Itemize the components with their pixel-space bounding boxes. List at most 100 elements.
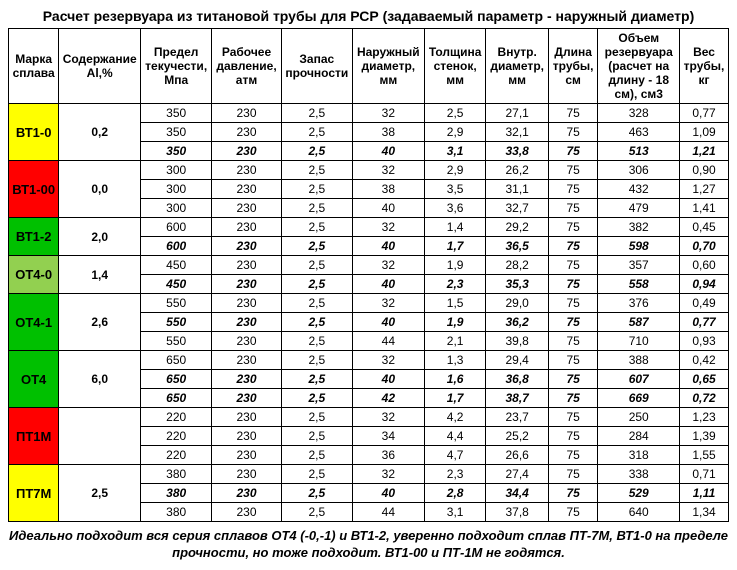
value-cell: 230 <box>212 161 282 180</box>
alloy-cell: ОТ4-0 <box>9 256 59 294</box>
value-cell: 28,2 <box>486 256 548 275</box>
value-cell: 40 <box>352 237 424 256</box>
footer-note: Идеально подходит вся серия сплавов ОТ4 … <box>8 528 729 562</box>
value-cell: 75 <box>548 465 597 484</box>
value-cell: 318 <box>598 446 680 465</box>
value-cell: 710 <box>598 332 680 351</box>
value-cell: 650 <box>141 370 212 389</box>
table-row: ВТ1-00,23502302,5322,527,1753280,77 <box>9 104 729 123</box>
value-cell: 1,4 <box>424 218 486 237</box>
value-cell: 42 <box>352 389 424 408</box>
value-cell: 230 <box>212 142 282 161</box>
al-content-cell: 2,5 <box>59 465 141 522</box>
value-cell: 388 <box>598 351 680 370</box>
value-cell: 380 <box>141 484 212 503</box>
value-cell: 36,2 <box>486 313 548 332</box>
value-cell: 32 <box>352 218 424 237</box>
value-cell: 450 <box>141 275 212 294</box>
value-cell: 26,6 <box>486 446 548 465</box>
value-cell: 40 <box>352 142 424 161</box>
value-cell: 33,8 <box>486 142 548 161</box>
value-cell: 32 <box>352 351 424 370</box>
value-cell: 2,5 <box>281 332 352 351</box>
value-cell: 558 <box>598 275 680 294</box>
value-cell: 380 <box>141 465 212 484</box>
page-title: Расчет резервуара из титановой трубы для… <box>8 8 729 24</box>
value-cell: 300 <box>141 180 212 199</box>
value-cell: 2,5 <box>281 351 352 370</box>
value-cell: 2,5 <box>281 465 352 484</box>
col-header: Наружный диаметр, мм <box>352 29 424 104</box>
al-content-cell: 6,0 <box>59 351 141 408</box>
value-cell: 607 <box>598 370 680 389</box>
value-cell: 44 <box>352 332 424 351</box>
value-cell: 29,0 <box>486 294 548 313</box>
value-cell: 27,4 <box>486 465 548 484</box>
value-cell: 230 <box>212 180 282 199</box>
value-cell: 669 <box>598 389 680 408</box>
value-cell: 230 <box>212 275 282 294</box>
value-cell: 38 <box>352 180 424 199</box>
value-cell: 2,5 <box>281 408 352 427</box>
value-cell: 1,21 <box>680 142 729 161</box>
value-cell: 34,4 <box>486 484 548 503</box>
value-cell: 1,55 <box>680 446 729 465</box>
value-cell: 4,7 <box>424 446 486 465</box>
value-cell: 2,3 <box>424 275 486 294</box>
value-cell: 29,2 <box>486 218 548 237</box>
table-row: ПТ1М2202302,5324,223,7752501,23 <box>9 408 729 427</box>
value-cell: 350 <box>141 104 212 123</box>
value-cell: 230 <box>212 218 282 237</box>
value-cell: 1,7 <box>424 389 486 408</box>
value-cell: 1,9 <box>424 256 486 275</box>
value-cell: 2,5 <box>281 313 352 332</box>
value-cell: 230 <box>212 199 282 218</box>
value-cell: 4,4 <box>424 427 486 446</box>
value-cell: 2,5 <box>281 370 352 389</box>
value-cell: 230 <box>212 389 282 408</box>
value-cell: 587 <box>598 313 680 332</box>
value-cell: 220 <box>141 446 212 465</box>
col-header: Объем резервуара (расчет на длину - 18 с… <box>598 29 680 104</box>
value-cell: 300 <box>141 199 212 218</box>
value-cell: 3,1 <box>424 503 486 522</box>
value-cell: 75 <box>548 218 597 237</box>
value-cell: 3,1 <box>424 142 486 161</box>
value-cell: 600 <box>141 237 212 256</box>
value-cell: 75 <box>548 275 597 294</box>
value-cell: 3,5 <box>424 180 486 199</box>
value-cell: 36,5 <box>486 237 548 256</box>
value-cell: 380 <box>141 503 212 522</box>
value-cell: 2,5 <box>281 503 352 522</box>
value-cell: 29,4 <box>486 351 548 370</box>
value-cell: 75 <box>548 408 597 427</box>
value-cell: 2,1 <box>424 332 486 351</box>
value-cell: 230 <box>212 484 282 503</box>
value-cell: 230 <box>212 313 282 332</box>
value-cell: 350 <box>141 123 212 142</box>
value-cell: 0,71 <box>680 465 729 484</box>
value-cell: 550 <box>141 294 212 313</box>
value-cell: 23,7 <box>486 408 548 427</box>
value-cell: 35,3 <box>486 275 548 294</box>
value-cell: 0,49 <box>680 294 729 313</box>
value-cell: 32,7 <box>486 199 548 218</box>
value-cell: 382 <box>598 218 680 237</box>
value-cell: 44 <box>352 503 424 522</box>
value-cell: 284 <box>598 427 680 446</box>
value-cell: 2,9 <box>424 161 486 180</box>
col-header: Толщина стенок, мм <box>424 29 486 104</box>
value-cell: 2,5 <box>281 484 352 503</box>
col-header: Предел текучести, Мпа <box>141 29 212 104</box>
alloy-cell: ВТ1-0 <box>9 104 59 161</box>
value-cell: 34 <box>352 427 424 446</box>
value-cell: 75 <box>548 484 597 503</box>
col-header: Запас прочности <box>281 29 352 104</box>
value-cell: 2,9 <box>424 123 486 142</box>
value-cell: 2,5 <box>281 237 352 256</box>
value-cell: 3,6 <box>424 199 486 218</box>
value-cell: 75 <box>548 161 597 180</box>
value-cell: 75 <box>548 123 597 142</box>
value-cell: 0,60 <box>680 256 729 275</box>
value-cell: 75 <box>548 180 597 199</box>
